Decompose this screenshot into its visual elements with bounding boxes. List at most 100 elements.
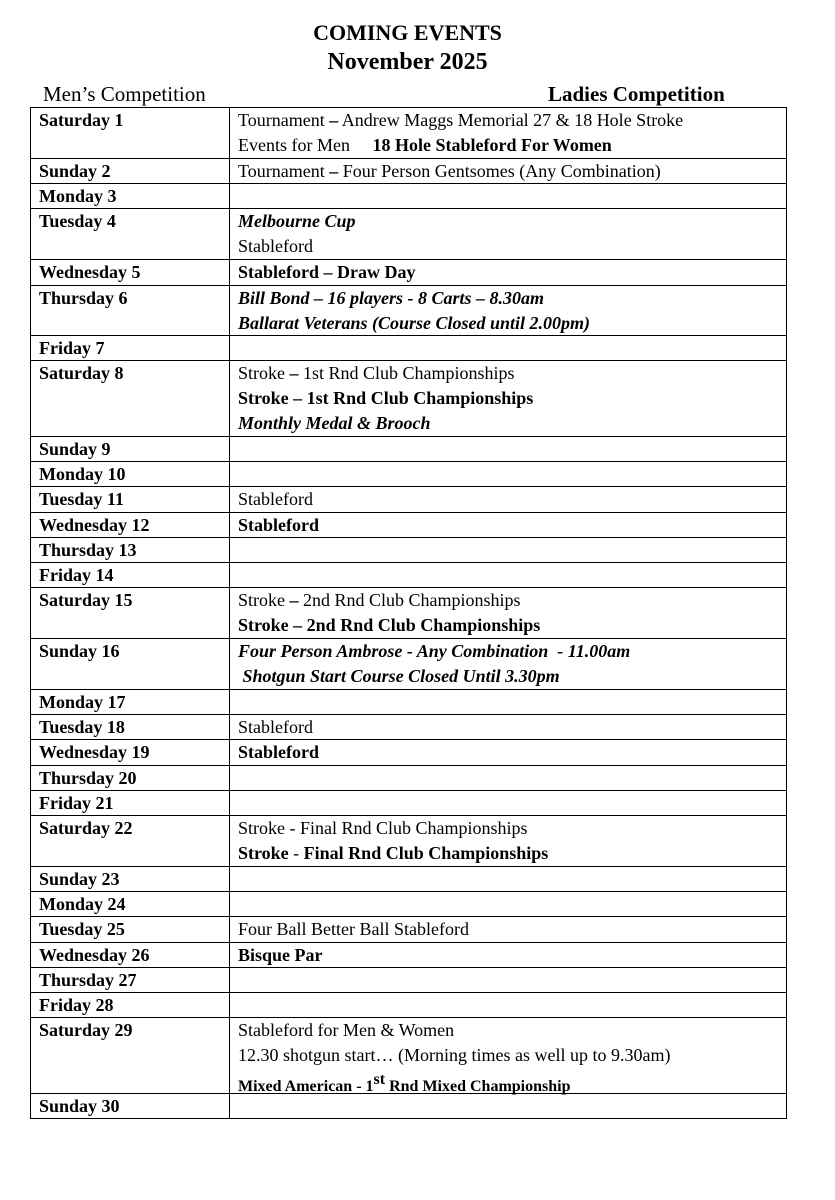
event-cell: Stableford (229, 713, 787, 741)
event-line: Stroke – 2nd Rnd Club Championships (238, 613, 778, 638)
month-heading: November 2025 (327, 49, 488, 75)
mens-competition-label: Men’s Competition (43, 82, 206, 106)
event-cell (229, 460, 787, 487)
day-cell: Wednesday 26 (30, 941, 230, 969)
ladies-competition-label: Ladies Competition (548, 82, 725, 106)
table-row: Monday 24 (30, 890, 787, 917)
event-text: Four Ball Better Ball Stableford (238, 918, 469, 939)
table-row: Saturday 15 Stroke – 2nd Rnd Club Champio… (30, 587, 787, 639)
event-line: Events for Men 18 Hole Stableford For Wo… (238, 133, 778, 158)
event-text: – (289, 590, 299, 611)
table-row: Thursday 27 (30, 967, 787, 994)
table-row: Sunday 30 (30, 1092, 787, 1119)
event-cell (229, 992, 787, 1019)
day-cell: Saturday 8 (30, 360, 230, 437)
event-text: Melbourne Cup (238, 211, 356, 232)
table-row: Saturday 1 Tournament – Andrew Maggs Memo… (30, 107, 787, 159)
table-row: Friday 28 (30, 992, 787, 1019)
table-row: Tuesday 4 Melbourne Cup Stableford (30, 208, 787, 260)
event-line: Four Ball Better Ball Stableford (238, 917, 778, 942)
event-cell (229, 688, 787, 715)
event-text: Stroke (238, 363, 290, 384)
event-line: Stableford (238, 513, 778, 538)
table-row: Monday 10 (30, 460, 787, 487)
day-cell: Tuesday 25 (30, 915, 230, 943)
event-text: Stroke (238, 842, 289, 863)
day-cell: Saturday 22 (30, 815, 230, 867)
table-row: Monday 3 (30, 183, 787, 210)
table-row: Tuesday 25 Four Ball Better Ball Stablefo… (30, 915, 787, 943)
event-cell: Bill Bond – 16 players - 8 Carts – 8.30a… (229, 284, 787, 337)
event-text: Four Person Ambrose - Any Combination - … (238, 640, 631, 661)
event-cell (229, 790, 787, 817)
event-line: Stroke – 1st Rnd Club Championships (238, 361, 778, 386)
event-line: Shotgun Start Course Closed Until 3.30pm (238, 664, 778, 689)
day-cell: Thursday 27 (30, 967, 230, 994)
event-text: – (289, 363, 299, 384)
table-row: Friday 7 (30, 335, 787, 362)
day-cell: Thursday 20 (30, 765, 230, 792)
day-cell: Friday 7 (30, 335, 230, 362)
event-text: - (288, 842, 304, 863)
day-cell: Tuesday 4 (30, 208, 230, 260)
table-row: Friday 21 (30, 790, 787, 817)
event-text: Events for Men (238, 134, 373, 155)
event-line: Four Person Ambrose - Any Combination - … (238, 639, 778, 664)
event-text: Stableford – Draw Day (238, 261, 416, 282)
event-text: Monthly Medal & Brooch (238, 412, 431, 433)
event-cell (229, 967, 787, 994)
event-text: 18 Hole Stableford For Women (372, 134, 612, 155)
event-cell: Bisque Par (229, 941, 787, 969)
event-cell (229, 890, 787, 917)
event-text: Stroke (238, 590, 290, 611)
day-cell: Wednesday 12 (30, 511, 230, 539)
table-row: Wednesday 5 Stableford – Draw Day (30, 258, 787, 286)
table-row: Tuesday 18 Stableford (30, 713, 787, 741)
table-row: Thursday 20 (30, 765, 787, 792)
table-row: Thursday 6 Bill Bond – 16 players - 8 Car… (30, 284, 787, 337)
event-cell: Stroke – 1st Rnd Club Championships Strok… (229, 360, 787, 437)
event-line: Melbourne Cup (238, 209, 778, 234)
event-text: 12.30 shotgun start… (Morning times as w… (238, 1045, 671, 1066)
table-row: Wednesday 26 Bisque Par (30, 941, 787, 969)
table-row: Sunday 9 (30, 435, 787, 462)
event-line: Monthly Medal & Brooch (238, 411, 778, 436)
event-line: Ballarat Veterans (Course Closed until 2… (238, 311, 778, 336)
event-cell (229, 865, 787, 892)
event-line: Mixed American - 1st Rnd Mixed Champions… (238, 1068, 778, 1095)
table-row: Wednesday 19 Stableford (30, 739, 787, 767)
event-line: Stableford (238, 740, 778, 765)
day-cell: Monday 10 (30, 460, 230, 487)
day-cell: Saturday 1 (30, 107, 230, 159)
event-cell: Stroke - Final Rnd Club Championships Str… (229, 815, 787, 867)
event-line: Stroke - Final Rnd Club Championships (238, 816, 778, 841)
event-text: Mixed American - 1 (238, 1077, 374, 1095)
event-line: Stroke - Final Rnd Club Championships (238, 841, 778, 866)
table-row: Tuesday 11 Stableford (30, 485, 787, 513)
day-cell: Friday 28 (30, 992, 230, 1019)
event-text: – (329, 160, 339, 181)
event-cell: Tournament – Andrew Maggs Memorial 27 & … (229, 107, 787, 159)
event-line: Stableford – Draw Day (238, 260, 778, 285)
event-text: Stroke – 1st Rnd Club Championships (238, 388, 534, 409)
table-row: Sunday 23 (30, 865, 787, 892)
day-cell: Wednesday 5 (30, 258, 230, 286)
event-text: Stableford (238, 742, 319, 763)
day-cell: Sunday 30 (30, 1092, 230, 1119)
event-cell: Tournament – Four Person Gentsomes (Any … (229, 157, 787, 185)
event-text: Stroke - Final Rnd Club Championships (238, 818, 528, 839)
event-text: Stableford for Men & Women (238, 1020, 455, 1041)
event-cell (229, 435, 787, 462)
table-row: Saturday 22 Stroke - Final Rnd Club Champ… (30, 815, 787, 867)
event-cell: Four Ball Better Ball Stableford (229, 915, 787, 943)
event-cell (229, 537, 787, 564)
event-cell: Stroke – 2nd Rnd Club Championships Strok… (229, 587, 787, 639)
day-cell: Sunday 9 (30, 435, 230, 462)
event-text: st (373, 1070, 386, 1088)
event-text: Stableford (238, 236, 313, 257)
event-text: – (329, 110, 339, 130)
event-text: Bill Bond – 16 players - 8 Carts – 8.30a… (238, 287, 545, 308)
table-row: Thursday 13 (30, 537, 787, 564)
event-text: Stableford (238, 488, 313, 509)
event-text: Bisque Par (238, 944, 323, 965)
